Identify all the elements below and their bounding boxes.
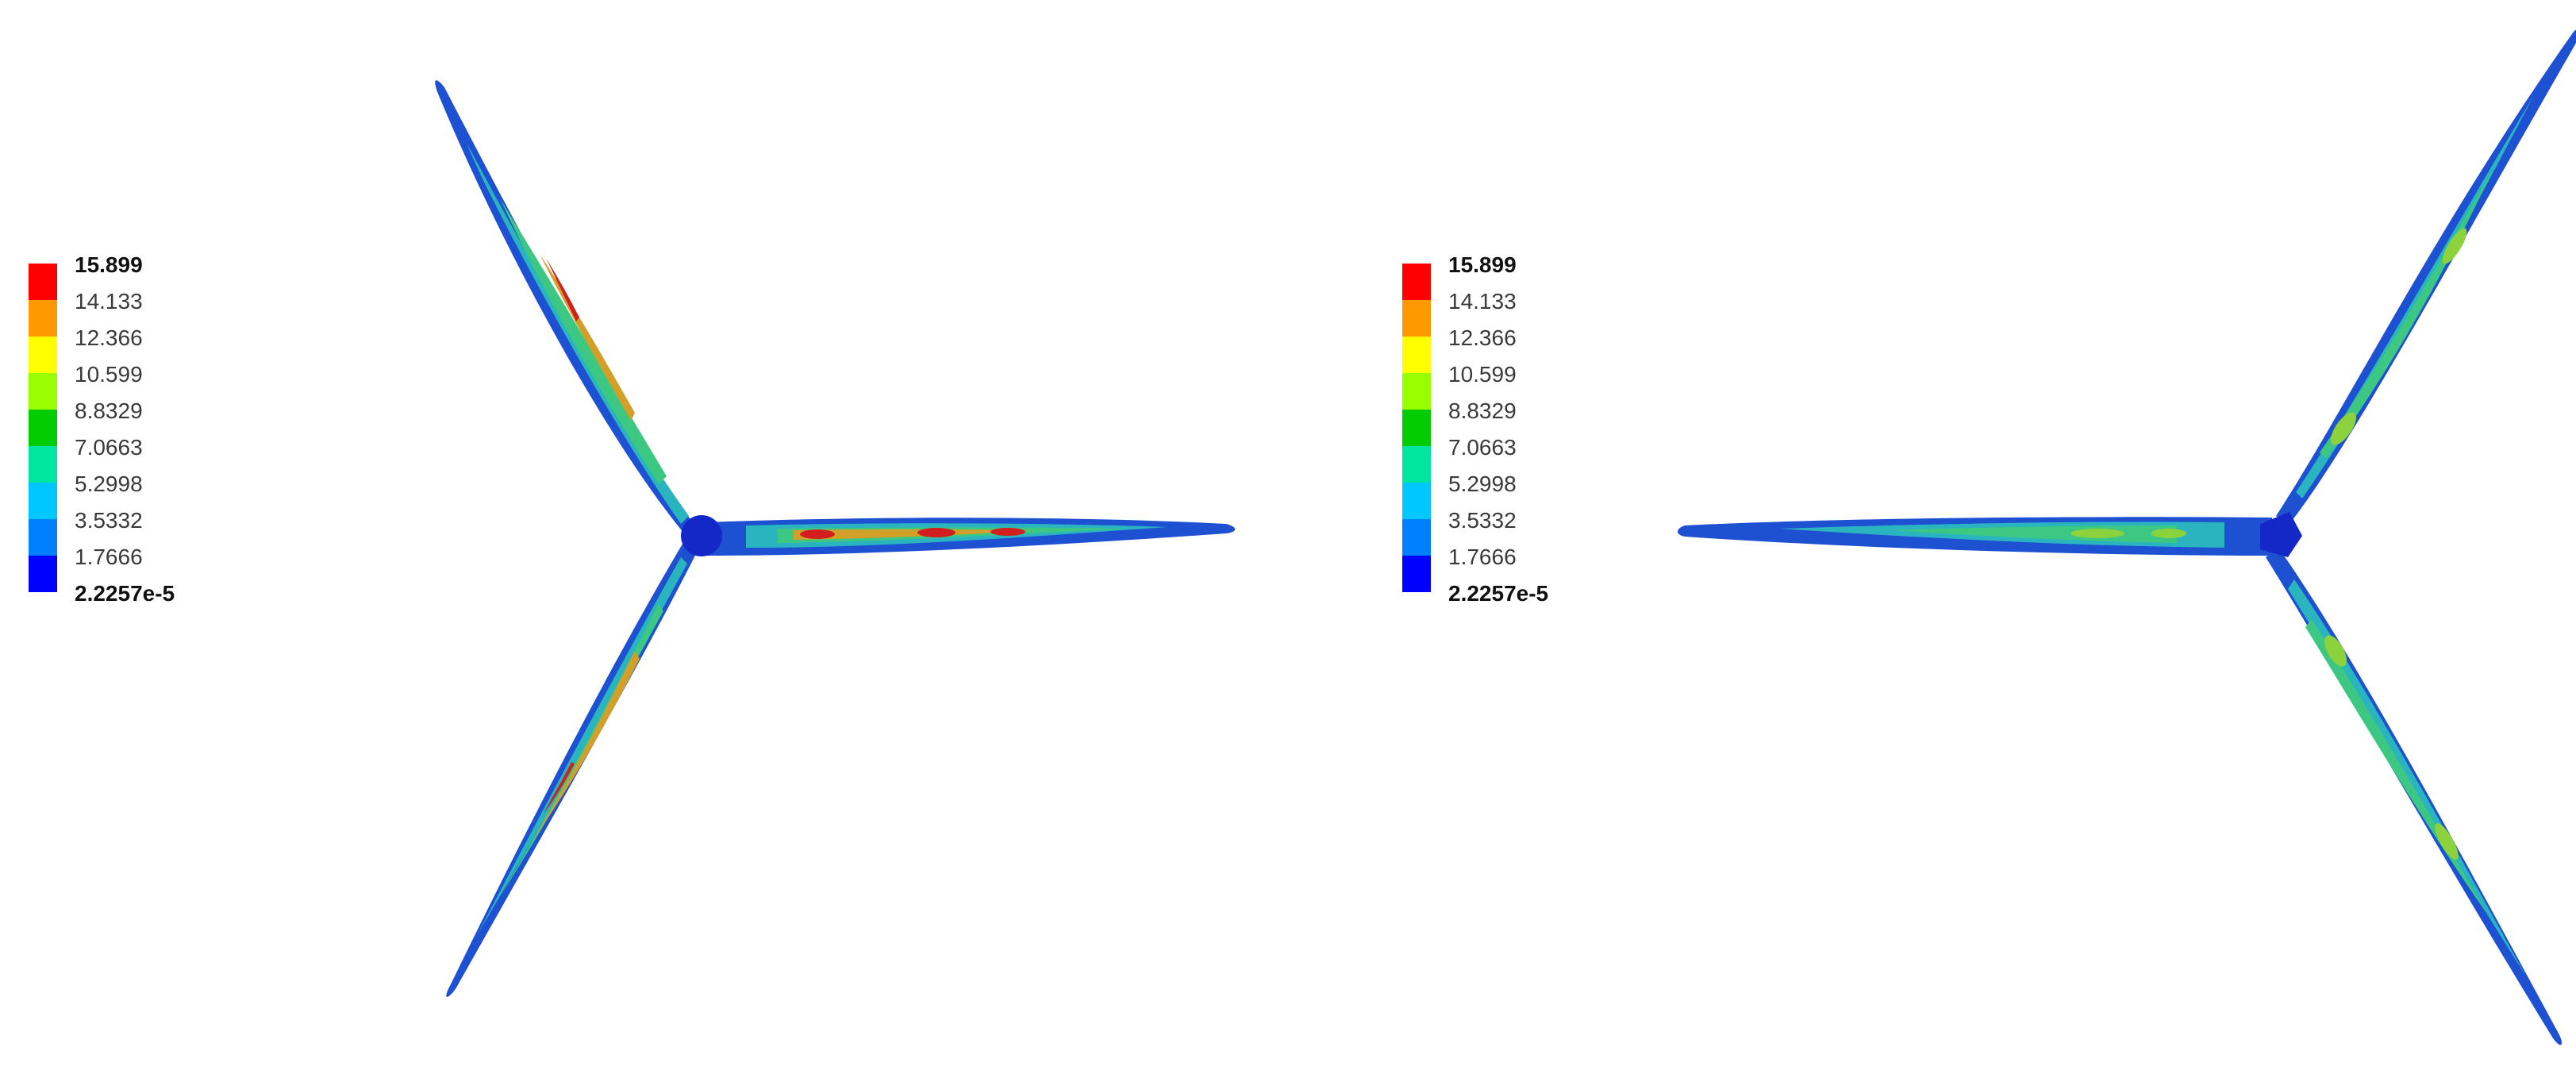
legend-swatch-green bbox=[1402, 410, 1431, 446]
legend-swatch-lime bbox=[29, 373, 57, 410]
legend-label: 12.366 bbox=[1448, 325, 1517, 350]
legend-swatch-light-blue bbox=[1402, 519, 1431, 556]
blade-upper bbox=[2276, 29, 2576, 524]
legend-swatch-teal bbox=[29, 446, 57, 483]
rotor-hub bbox=[2260, 512, 2302, 557]
legend-label: 10.599 bbox=[75, 362, 143, 387]
legend-label: 7.0663 bbox=[1448, 435, 1517, 460]
legend-swatch-blue bbox=[29, 556, 57, 592]
rotor-hub bbox=[681, 515, 722, 556]
legend-swatch-red bbox=[1402, 264, 1431, 300]
legend-label: 1.7666 bbox=[1448, 545, 1517, 569]
legend-swatch-light-blue bbox=[29, 519, 57, 556]
legend-swatch-green bbox=[29, 410, 57, 446]
blade-left bbox=[1678, 517, 2272, 556]
legend-label: 14.133 bbox=[1448, 289, 1517, 314]
legend-swatch-yellow bbox=[29, 337, 57, 373]
legend-label: 3.5332 bbox=[1448, 508, 1517, 533]
legend-swatch-blue bbox=[1402, 556, 1431, 592]
legend-swatch-lime bbox=[1402, 373, 1431, 410]
right-panel: 15.899 14.133 12.366 10.599 8.8329 7.066… bbox=[1288, 0, 2576, 1070]
blade-lower bbox=[446, 541, 698, 998]
legend-swatch-teal bbox=[1402, 446, 1431, 483]
legend-swatch-cyan bbox=[29, 483, 57, 519]
legend-label: 5.2998 bbox=[75, 471, 143, 496]
legend-swatch-orange bbox=[29, 300, 57, 337]
legend-swatch-yellow bbox=[1402, 337, 1431, 373]
legend-swatch-red bbox=[29, 264, 57, 300]
legend-label-max: 15.899 bbox=[1448, 252, 1517, 277]
turbine-rotor-right bbox=[1678, 29, 2576, 1045]
blade-upper bbox=[435, 80, 698, 534]
legend-label: 14.133 bbox=[75, 289, 143, 314]
left-panel: 15.899 14.133 12.366 10.599 8.8329 7.066… bbox=[29, 80, 1236, 998]
legend-label: 7.0663 bbox=[75, 435, 143, 460]
legend-label: 8.8329 bbox=[75, 398, 143, 423]
legend-label: 1.7666 bbox=[75, 545, 143, 569]
legend-label-max: 15.899 bbox=[75, 252, 143, 277]
legend-label: 12.366 bbox=[75, 325, 143, 350]
legend-label: 8.8329 bbox=[1448, 398, 1517, 423]
legend-label: 5.2998 bbox=[1448, 471, 1517, 496]
legend-label: 10.599 bbox=[1448, 362, 1517, 387]
legend-swatch-orange bbox=[1402, 300, 1431, 337]
legend-swatch-cyan bbox=[1402, 483, 1431, 519]
blade-lower bbox=[2266, 548, 2563, 1045]
legend-label-min: 2.2257e-5 bbox=[1448, 581, 1549, 606]
legend-label-min: 2.2257e-5 bbox=[75, 581, 175, 606]
legend-label: 3.5332 bbox=[75, 508, 143, 533]
turbine-rotor-left bbox=[435, 80, 1236, 998]
blade-right bbox=[706, 518, 1236, 556]
